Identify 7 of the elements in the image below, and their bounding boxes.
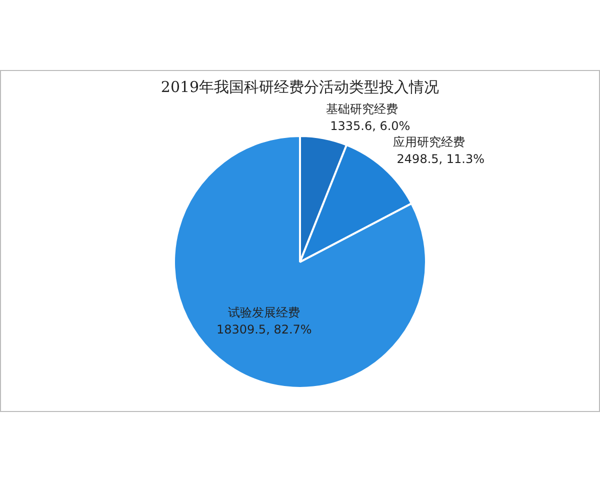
chart-title: 2019年我国科研经费分活动类型投入情况 [160, 78, 440, 96]
slice-label: 基础研究经费 [326, 102, 398, 116]
data-label: 2498.5, 11.3% [396, 152, 485, 166]
slice-label: 应用研究经费 [392, 135, 465, 150]
data-label: 18309.5, 82.7% [216, 322, 312, 336]
slice-label: 试验发展经费 [228, 305, 300, 320]
data-label: 1335.6, 6.0% [330, 119, 410, 134]
